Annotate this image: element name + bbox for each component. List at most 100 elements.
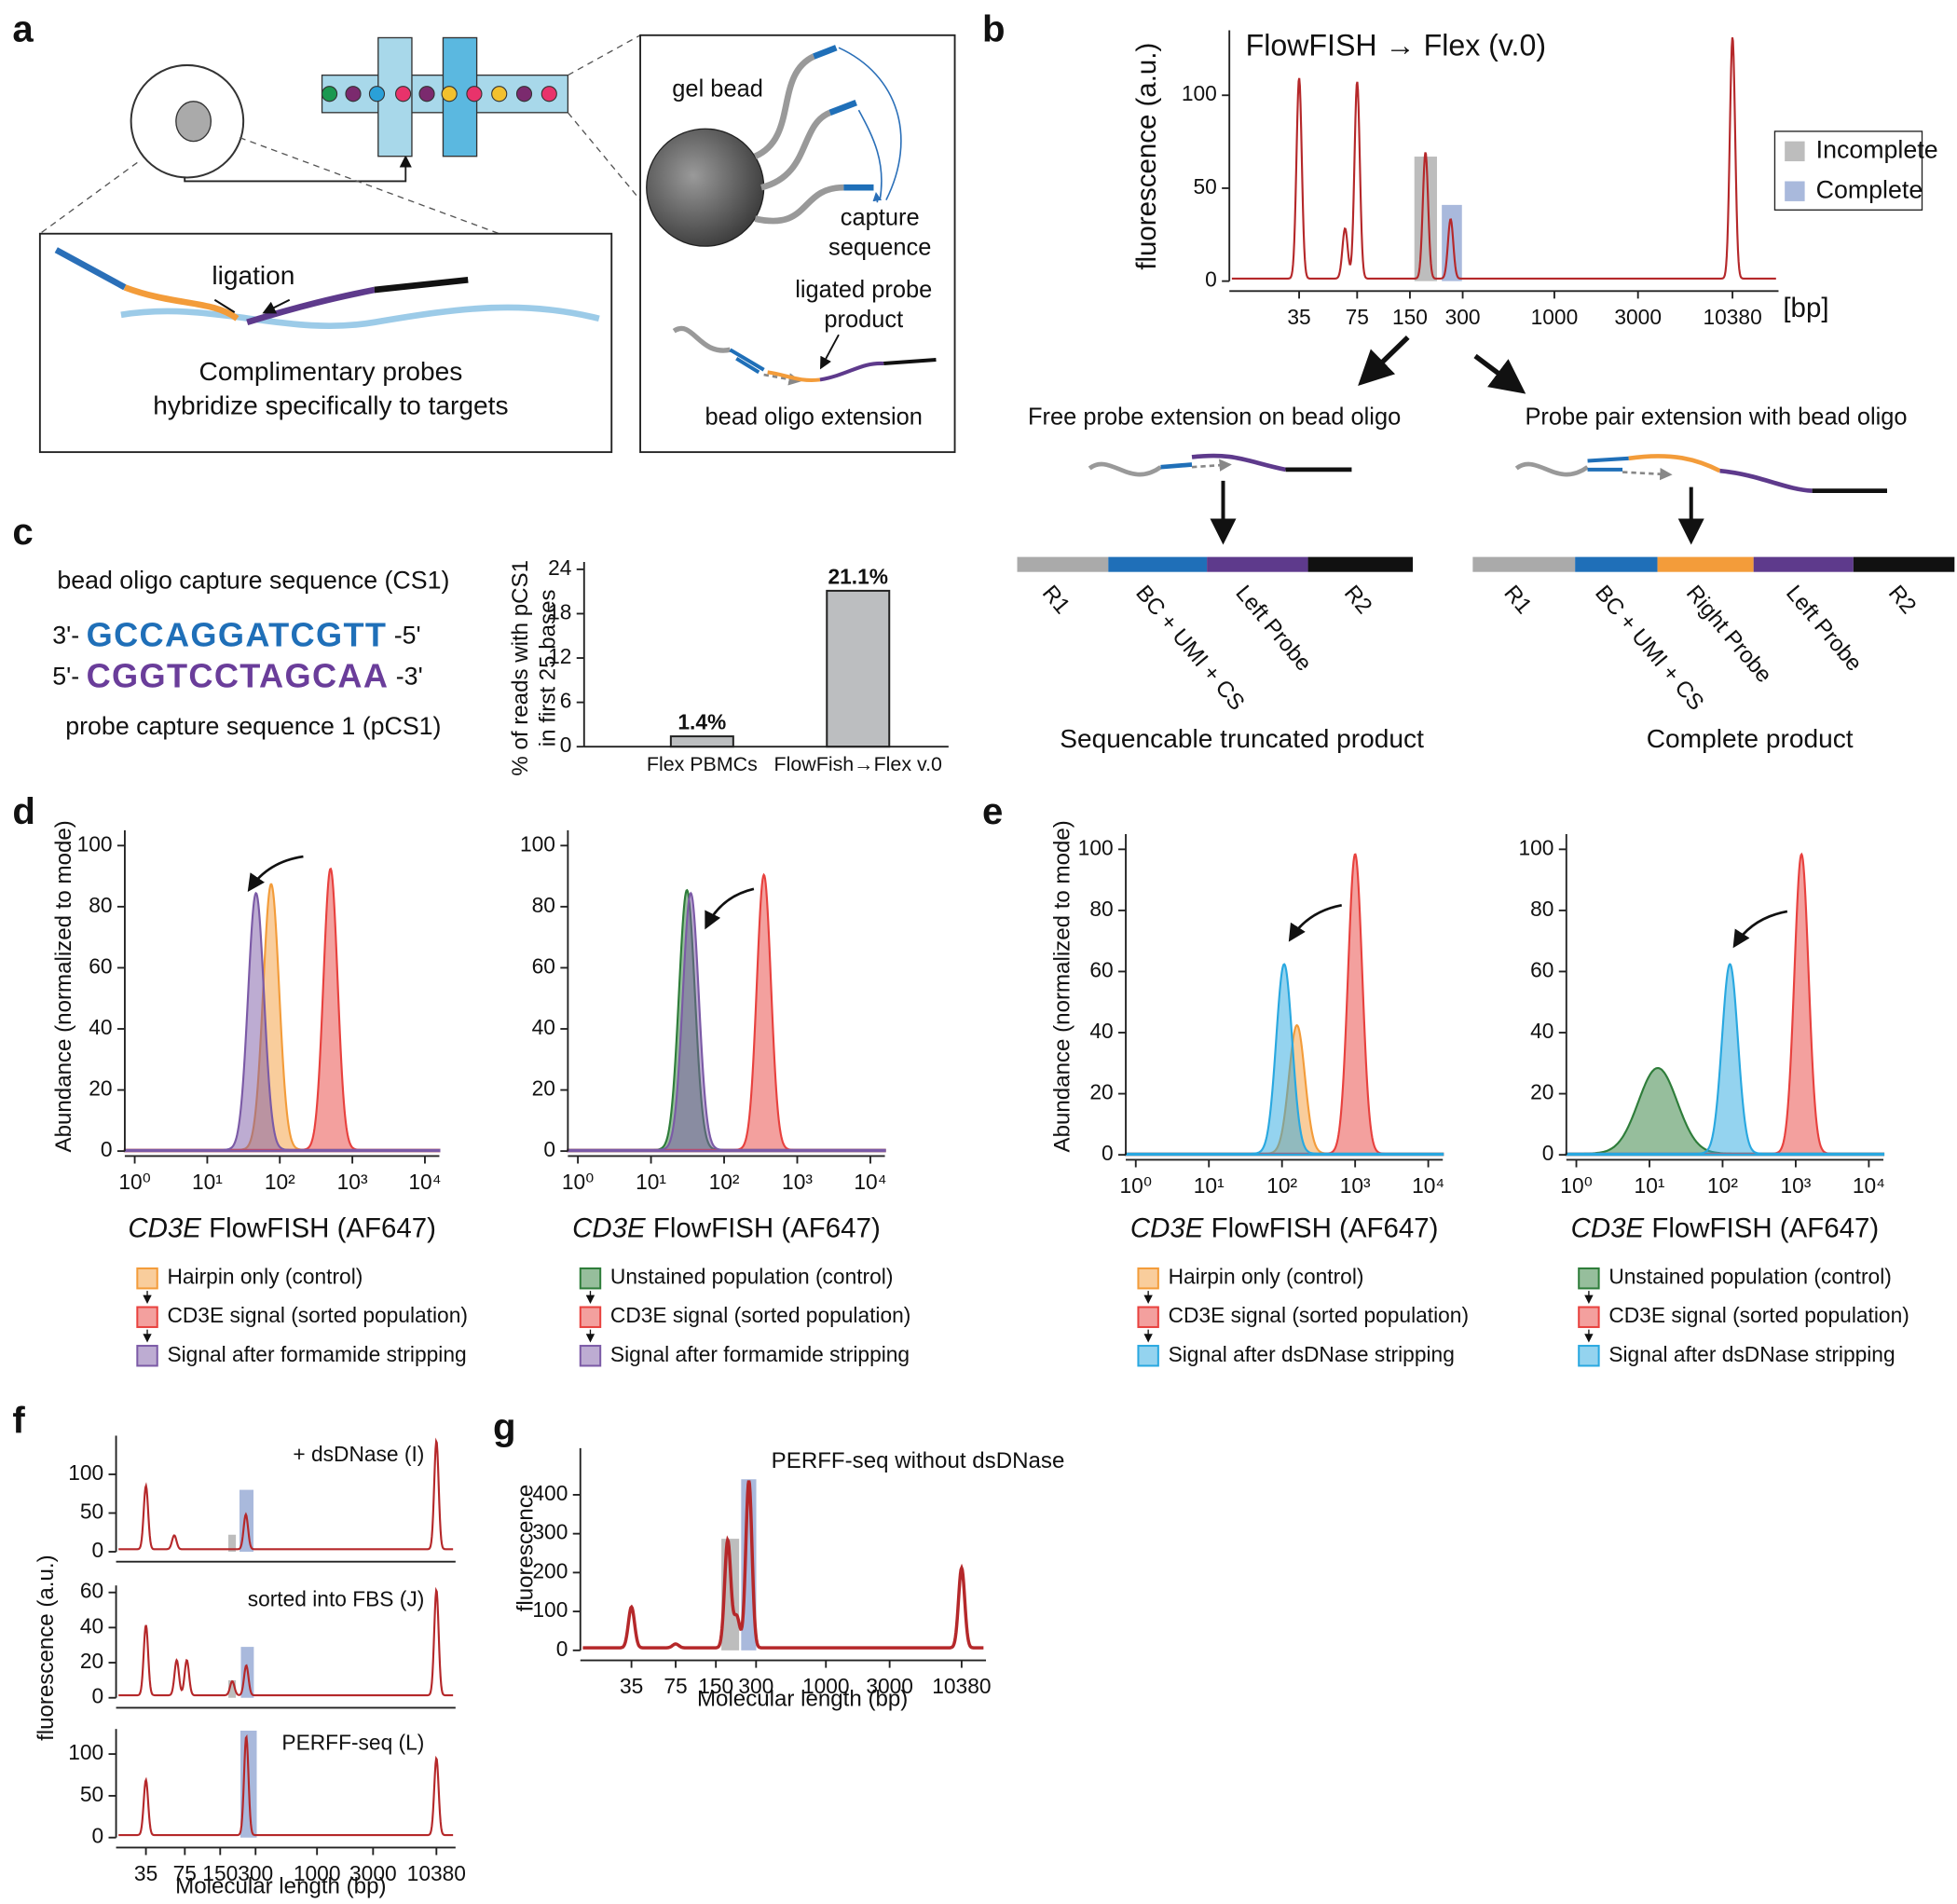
highlight <box>1414 157 1437 281</box>
oligo-blue <box>1587 456 1629 472</box>
x-tick-label: 10¹ <box>636 1170 666 1194</box>
x-tick-label: 10¹ <box>1635 1173 1665 1198</box>
x-tick-label: 1000 <box>802 1674 850 1698</box>
sequence: 5'- CGGTCCTAGCAA -3' <box>52 656 422 694</box>
y-tick-label: 40 <box>80 1613 103 1637</box>
y-axis-label: fluorescence (a.u.) <box>34 1555 59 1741</box>
y-tick-label: 12 <box>548 644 571 668</box>
x-tick-label: 10² <box>265 1170 295 1194</box>
segment-label: R1 <box>1037 581 1074 619</box>
legend-swatch <box>1578 1306 1600 1328</box>
chart-title: PERFF-seq without dsDNase <box>772 1448 1065 1473</box>
y-tick-label: 0 <box>101 1137 113 1161</box>
legend-swatch <box>579 1306 602 1328</box>
chart-title: PERFF-seq (L) <box>281 1730 424 1754</box>
oligo-blue <box>1160 462 1193 470</box>
probe-orange <box>123 284 239 322</box>
chart-title: FlowFISH → Flex (v.0) <box>1246 29 1546 62</box>
legend-label: Signal after formamide stripping <box>167 1342 466 1366</box>
target-rna <box>120 304 600 330</box>
seq-end: -5' <box>387 621 420 649</box>
x-axis-label-gene: CD3E <box>1130 1212 1204 1243</box>
segment <box>1108 556 1208 572</box>
x-tick-label: FlowFish→Flex v.0 <box>774 753 942 775</box>
x-tick-label: 10380 <box>407 1861 466 1885</box>
segment <box>1575 556 1658 572</box>
legend-swatch <box>1578 1267 1600 1290</box>
y-tick-label: 100 <box>1182 81 1217 105</box>
ligation-arrows <box>213 298 291 312</box>
curved-arrow <box>247 855 304 892</box>
split-arrow <box>1358 335 1410 387</box>
legend-swatch <box>1137 1306 1159 1328</box>
probe-purple <box>246 286 376 326</box>
x-axis-label: CD3E FlowFISH (AF647) <box>128 1212 436 1243</box>
value-label: 21.1% <box>828 565 889 589</box>
y-tick-label: 0 <box>1542 1141 1554 1165</box>
legend-label: Signal after formamide stripping <box>610 1342 910 1366</box>
trace <box>1231 37 1776 281</box>
label: product <box>824 307 903 333</box>
highlight <box>228 1679 237 1698</box>
x-tick-label: 3000 <box>866 1674 913 1698</box>
x-tick-label: 300 <box>1445 305 1481 329</box>
histogram <box>123 891 441 1153</box>
y-tick-label: 0 <box>556 1637 568 1661</box>
oligo <box>1514 461 1589 477</box>
oligo-orange <box>1628 454 1721 473</box>
label: ligated probe <box>795 277 932 303</box>
x-tick-label: 10⁴ <box>854 1170 886 1194</box>
label: probe capture sequence 1 (pCS1) <box>65 712 441 740</box>
legend-label: Unstained population (control) <box>610 1265 894 1289</box>
seq: GCCAGGATCGTT <box>87 615 388 653</box>
oligo-purple <box>1191 453 1286 473</box>
y-tick-label: 40 <box>89 1015 112 1039</box>
label: Sequencable truncated product <box>1060 724 1424 753</box>
histogram <box>567 872 886 1153</box>
histogram <box>1565 963 1885 1157</box>
droplets <box>322 86 557 103</box>
nucleus <box>175 101 212 143</box>
y-axis-label: % of reads with pCS1 <box>508 560 533 776</box>
segment-label: Left Probe <box>1781 581 1867 677</box>
gel-bead <box>646 128 765 247</box>
segment <box>1017 556 1109 572</box>
legend-label: CD3E signal (sorted population) <box>610 1303 910 1327</box>
x-axis-label: Molecular length (bp) <box>175 1874 386 1899</box>
label: Free probe extension on bead oligo <box>1028 404 1401 431</box>
y-axis-label: Abundance (normalized to mode) <box>1049 820 1074 1152</box>
bar <box>826 589 891 748</box>
x-tick-label: 10³ <box>337 1170 368 1194</box>
y-tick-label: 0 <box>1102 1141 1114 1165</box>
curved-arrow <box>1288 903 1342 942</box>
label: Probe pair extension with bead oligo <box>1525 404 1907 431</box>
legend-label: Hairpin only (control) <box>167 1265 363 1289</box>
panel-a-art <box>38 34 956 454</box>
panel-label: c <box>12 511 33 553</box>
y-tick-label: 20 <box>532 1076 555 1101</box>
label: ligation <box>212 261 294 290</box>
x-tick-label: 10⁰ <box>118 1170 150 1194</box>
label: capture <box>841 204 920 230</box>
y-tick-label: 20 <box>89 1076 112 1101</box>
chart-title: + dsDNase (I) <box>293 1442 424 1466</box>
x-tick-label: 300 <box>238 1861 273 1885</box>
legend-label: Complete <box>1816 175 1923 203</box>
histogram <box>1124 963 1444 1157</box>
x-unit: [bp] <box>1783 293 1828 323</box>
box <box>38 232 613 454</box>
x-tick-label: 75 <box>173 1861 197 1885</box>
y-tick-label: 80 <box>89 893 112 917</box>
x-tick-label: 10380 <box>1703 305 1761 329</box>
legend-swatch <box>1137 1345 1159 1367</box>
split-arrow <box>1473 353 1526 394</box>
y-tick-label: 60 <box>532 953 555 978</box>
seq-end: -3' <box>389 663 422 691</box>
y-tick-label: 100 <box>68 1460 103 1485</box>
x-tick-label: 10³ <box>1340 1173 1371 1198</box>
segment-label: Left Probe <box>1230 581 1316 677</box>
x-axis-label-gene: CD3E <box>572 1212 646 1243</box>
y-tick-label: 40 <box>1530 1019 1553 1043</box>
segment-label: BC + UMI + CS <box>1130 581 1249 716</box>
